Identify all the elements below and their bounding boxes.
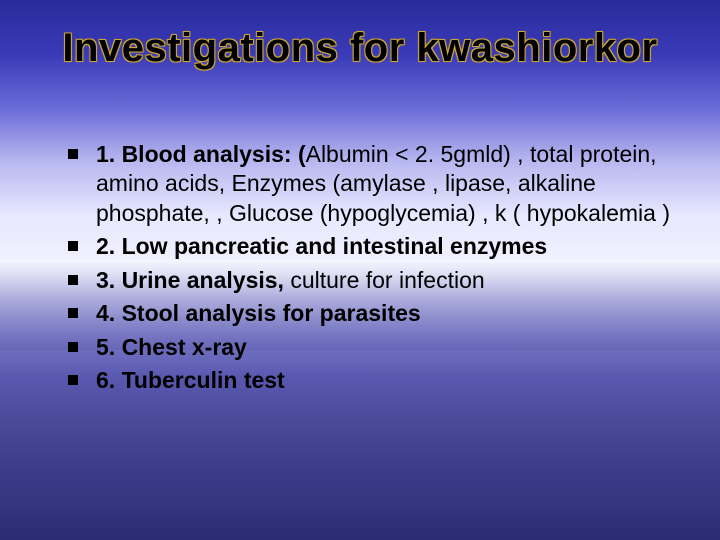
list-item: 6. Tuberculin test [68, 366, 670, 395]
list-item: 5. Chest x-ray [68, 333, 670, 362]
list-item-bold: 6. Tuberculin test [96, 367, 285, 393]
list-item-bold: 3. Urine analysis, [96, 267, 290, 293]
slide: Investigations for kwashiorkor 1. Blood … [0, 0, 720, 540]
slide-body: 1. Blood analysis: (Albumin < 2. 5gmld) … [68, 140, 670, 400]
list-item: 4. Stool analysis for parasites [68, 299, 670, 328]
list-item: 2. Low pancreatic and intestinal enzymes [68, 232, 670, 261]
list-item-bold: 2. Low pancreatic and intestinal enzymes [96, 233, 547, 259]
list-item-bold: 1. Blood analysis: ( [96, 141, 306, 167]
bullet-list: 1. Blood analysis: (Albumin < 2. 5gmld) … [68, 140, 670, 396]
list-item-bold: 5. Chest x-ray [96, 334, 247, 360]
list-item: 3. Urine analysis, culture for infection [68, 266, 670, 295]
slide-title: Investigations for kwashiorkor [0, 26, 720, 71]
list-item: 1. Blood analysis: (Albumin < 2. 5gmld) … [68, 140, 670, 228]
list-item-bold: 4. Stool analysis for parasites [96, 300, 421, 326]
list-item-rest: culture for infection [290, 267, 484, 293]
